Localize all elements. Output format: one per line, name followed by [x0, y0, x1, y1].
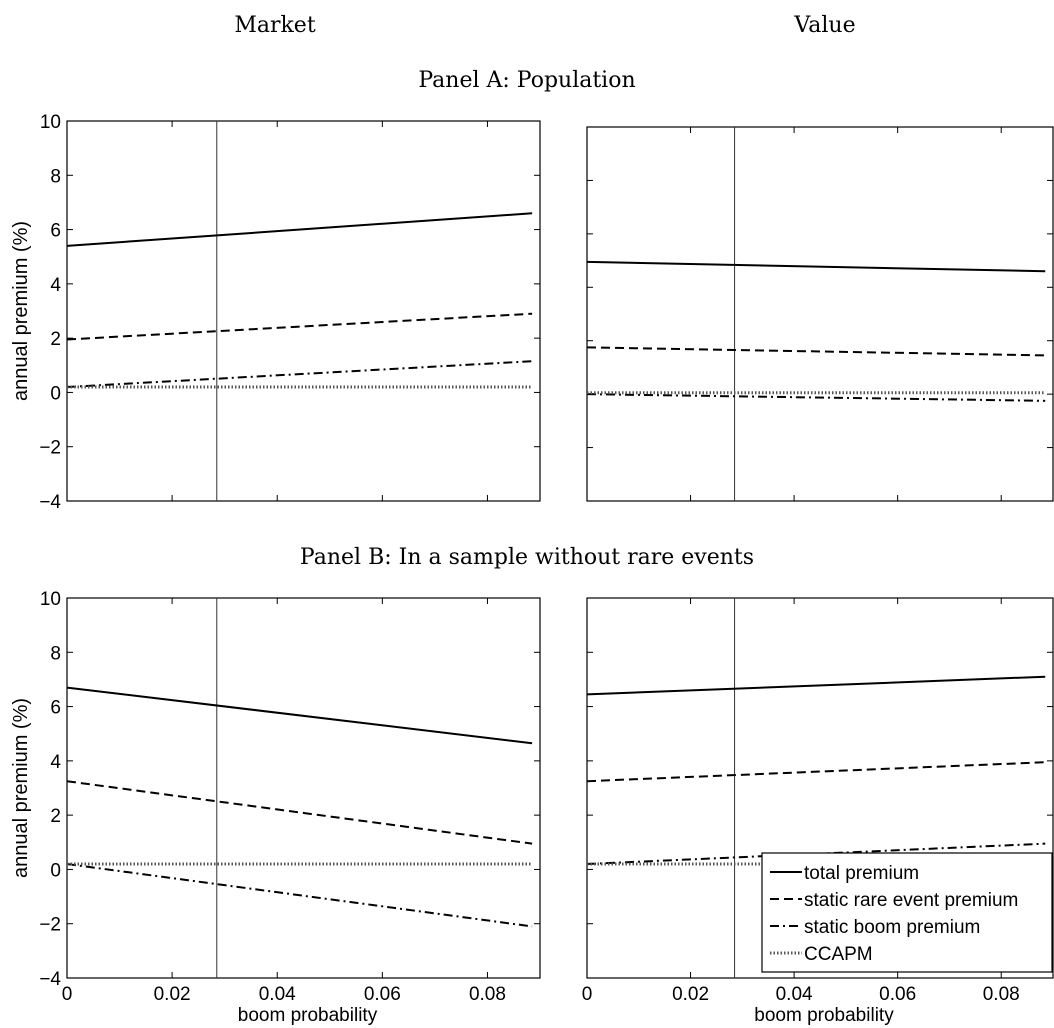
x-tick-label: 0.08	[983, 984, 1020, 1005]
y-tick-label: −4	[39, 969, 61, 990]
x-tick-label: 0.02	[672, 984, 709, 1005]
legend: total premium static rare event premium st…	[761, 852, 1053, 973]
series-total-premium	[586, 260, 1046, 273]
column-title-value: Value	[793, 13, 855, 38]
y-tick-label: 10	[40, 112, 61, 133]
y-axis-label: annual premium (%)	[10, 698, 32, 878]
legend-box	[761, 852, 1053, 973]
x-axis-label: boom probability	[754, 1005, 894, 1026]
x-tick-label: 0	[582, 984, 593, 1005]
chart-panelA-market: −4 −2 0 2 4 6 8 10 annual premium (%)	[10, 112, 541, 513]
series-static-rare-event-premium	[586, 761, 1046, 783]
series-static-rare-event-premium	[586, 346, 1046, 357]
x-tick-label: 0.06	[879, 984, 916, 1005]
plot-frame	[66, 120, 541, 502]
series-static-boom-premium	[66, 360, 533, 388]
x-tick-label: 0.04	[776, 984, 813, 1005]
y-tick-label: −2	[39, 438, 61, 459]
series-total-premium	[66, 212, 533, 247]
x-tick-label: 0.08	[469, 984, 506, 1005]
y-tick-label: 10	[40, 589, 61, 610]
y-tick-label: 6	[50, 221, 61, 242]
x-tick-label: 0.04	[259, 984, 296, 1005]
series-total-premium	[66, 686, 533, 745]
legend-entry: CCAPM	[804, 944, 873, 965]
panel-b-title: Panel B: In a sample without rare events	[300, 545, 754, 570]
chart-panelA-value	[586, 126, 1054, 502]
series-static-boom-premium	[586, 393, 1046, 402]
chart-panelB-market: −4 −2 0 2 4 6 8 10 0 0.02 0.04 0.06 0.08 annual premi…	[10, 589, 541, 1026]
series-total-premium	[586, 675, 1046, 696]
panel-a-title: Panel A: Population	[418, 68, 635, 93]
series-static-boom-premium	[66, 863, 533, 928]
plot-frame	[66, 597, 541, 979]
x-axis-label: boom probability	[238, 1005, 378, 1026]
y-tick-label: 2	[50, 806, 61, 827]
y-tick-label: 2	[50, 329, 61, 350]
series-static-rare-event-premium	[66, 312, 533, 341]
y-axis-label: annual premium (%)	[10, 221, 32, 401]
y-tick-label: 8	[50, 643, 61, 664]
y-tick-label: 4	[50, 752, 61, 773]
x-tick-label: 0.02	[154, 984, 191, 1005]
y-tick-label: 0	[50, 383, 61, 404]
y-tick-label: 0	[50, 860, 61, 881]
y-tick-label: 8	[50, 166, 61, 187]
column-title-market: Market	[234, 13, 316, 38]
legend-entry: total premium	[804, 863, 919, 884]
legend-entry: static rare event premium	[804, 890, 1018, 911]
y-tick-label: 6	[50, 698, 61, 719]
y-tick-label: 4	[50, 275, 61, 296]
x-tick-label: 0.06	[364, 984, 401, 1005]
series-static-rare-event-premium	[66, 780, 533, 845]
y-tick-label: −2	[39, 915, 61, 936]
x-tick-label: 0	[62, 984, 73, 1005]
y-tick-label: −4	[39, 492, 61, 513]
plot-frame	[586, 126, 1054, 502]
legend-entry: static boom premium	[804, 917, 980, 938]
chart-panelB-value: 0 0.02 0.04 0.06 0.08 boom probability total p…	[582, 597, 1054, 1026]
plot-frame	[586, 597, 1054, 979]
